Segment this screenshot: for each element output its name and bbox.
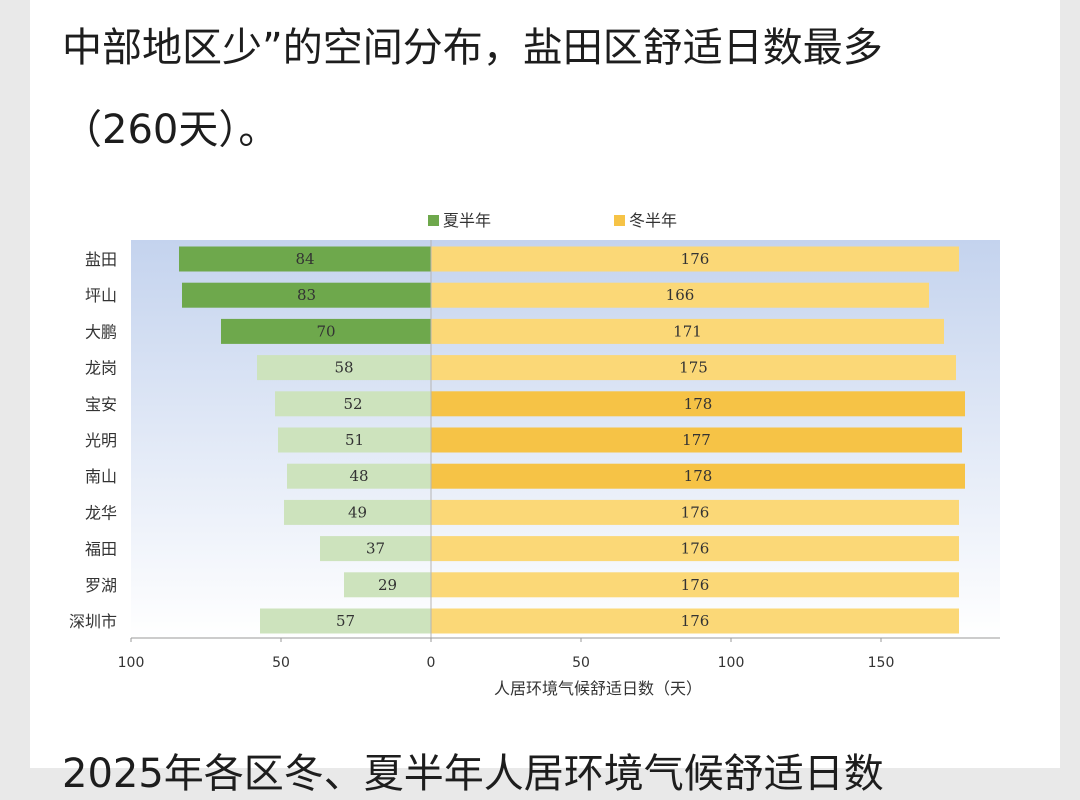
winter-bar	[431, 246, 959, 272]
summer-bar	[278, 427, 431, 453]
winter-value-label: 175	[679, 359, 708, 377]
diverging-bar-chart: 84 176 83 166 70 171 58 175 52 178 51 177 48 178 49 176…	[69, 211, 1000, 698]
winter-bar	[431, 427, 962, 453]
winter-value-label: 176	[681, 503, 710, 521]
summer-bar	[287, 463, 431, 489]
category-label: 大鹏	[85, 322, 117, 341]
summer-value-label: 48	[349, 467, 368, 485]
winter-bar	[431, 391, 965, 417]
winter-bar	[431, 572, 959, 598]
summer-value-label: 57	[336, 612, 355, 630]
summer-value-label: 37	[366, 540, 385, 558]
winter-bar	[431, 463, 965, 489]
x-tick-label: 150	[868, 655, 895, 671]
winter-bar	[431, 282, 929, 308]
winter-value-label: 178	[684, 467, 713, 485]
summer-value-label: 52	[343, 395, 362, 413]
winter-value-label: 176	[681, 250, 710, 268]
category-label: 南山	[85, 467, 117, 486]
category-label: 福田	[85, 540, 117, 559]
x-axis-title: 人居环境气候舒适日数（天）	[494, 679, 702, 698]
legend-swatch	[428, 215, 439, 226]
category-label: 宝安	[85, 395, 117, 414]
winter-value-label: 176	[681, 540, 710, 558]
article-paragraph-line: 中部地区少”的空间分布，盐田区舒适日数最多	[62, 25, 883, 71]
winter-bar	[431, 608, 959, 634]
category-label: 坪山	[85, 286, 117, 305]
summer-value-label: 29	[378, 576, 397, 594]
category-label: 盐田	[85, 250, 117, 269]
x-tick-label: 100	[718, 655, 745, 671]
category-label: 龙华	[85, 503, 117, 522]
winter-bar	[431, 318, 944, 344]
winter-value-label: 176	[681, 612, 710, 630]
x-tick-label: 50	[572, 655, 590, 671]
legend-swatch	[614, 215, 625, 226]
summer-value-label: 70	[316, 322, 335, 340]
summer-value-label: 83	[297, 286, 316, 304]
winter-value-label: 177	[682, 431, 711, 449]
winter-bar	[431, 355, 956, 381]
summer-value-label: 51	[345, 431, 364, 449]
winter-value-label: 166	[666, 286, 695, 304]
x-tick-label: 0	[427, 655, 436, 671]
winter-bar	[431, 499, 959, 525]
summer-bar	[179, 246, 431, 272]
category-label: 深圳市	[69, 612, 117, 631]
summer-value-label: 49	[348, 503, 367, 521]
summer-value-label: 58	[334, 359, 353, 377]
x-tick-label: 100	[118, 655, 145, 671]
summer-bar	[257, 355, 431, 381]
winter-value-label: 178	[684, 395, 713, 413]
winter-value-label: 171	[673, 322, 702, 340]
winter-value-label: 176	[681, 576, 710, 594]
summer-value-label: 84	[295, 250, 314, 268]
summer-bar	[320, 536, 431, 562]
category-label: 光明	[85, 431, 117, 450]
legend-label: 冬半年	[629, 211, 677, 230]
summer-bar	[284, 499, 431, 525]
summer-bar	[275, 391, 431, 417]
x-tick-label: 50	[272, 655, 290, 671]
article-paragraph-line: （260天）。	[62, 107, 279, 153]
summer-bar	[182, 282, 431, 308]
category-label: 罗湖	[85, 576, 117, 595]
summer-bar	[344, 572, 431, 598]
summer-bar	[221, 318, 431, 344]
legend-label: 夏半年	[443, 211, 491, 230]
category-label: 龙岗	[85, 359, 117, 378]
summer-bar	[260, 608, 431, 634]
winter-bar	[431, 536, 959, 562]
